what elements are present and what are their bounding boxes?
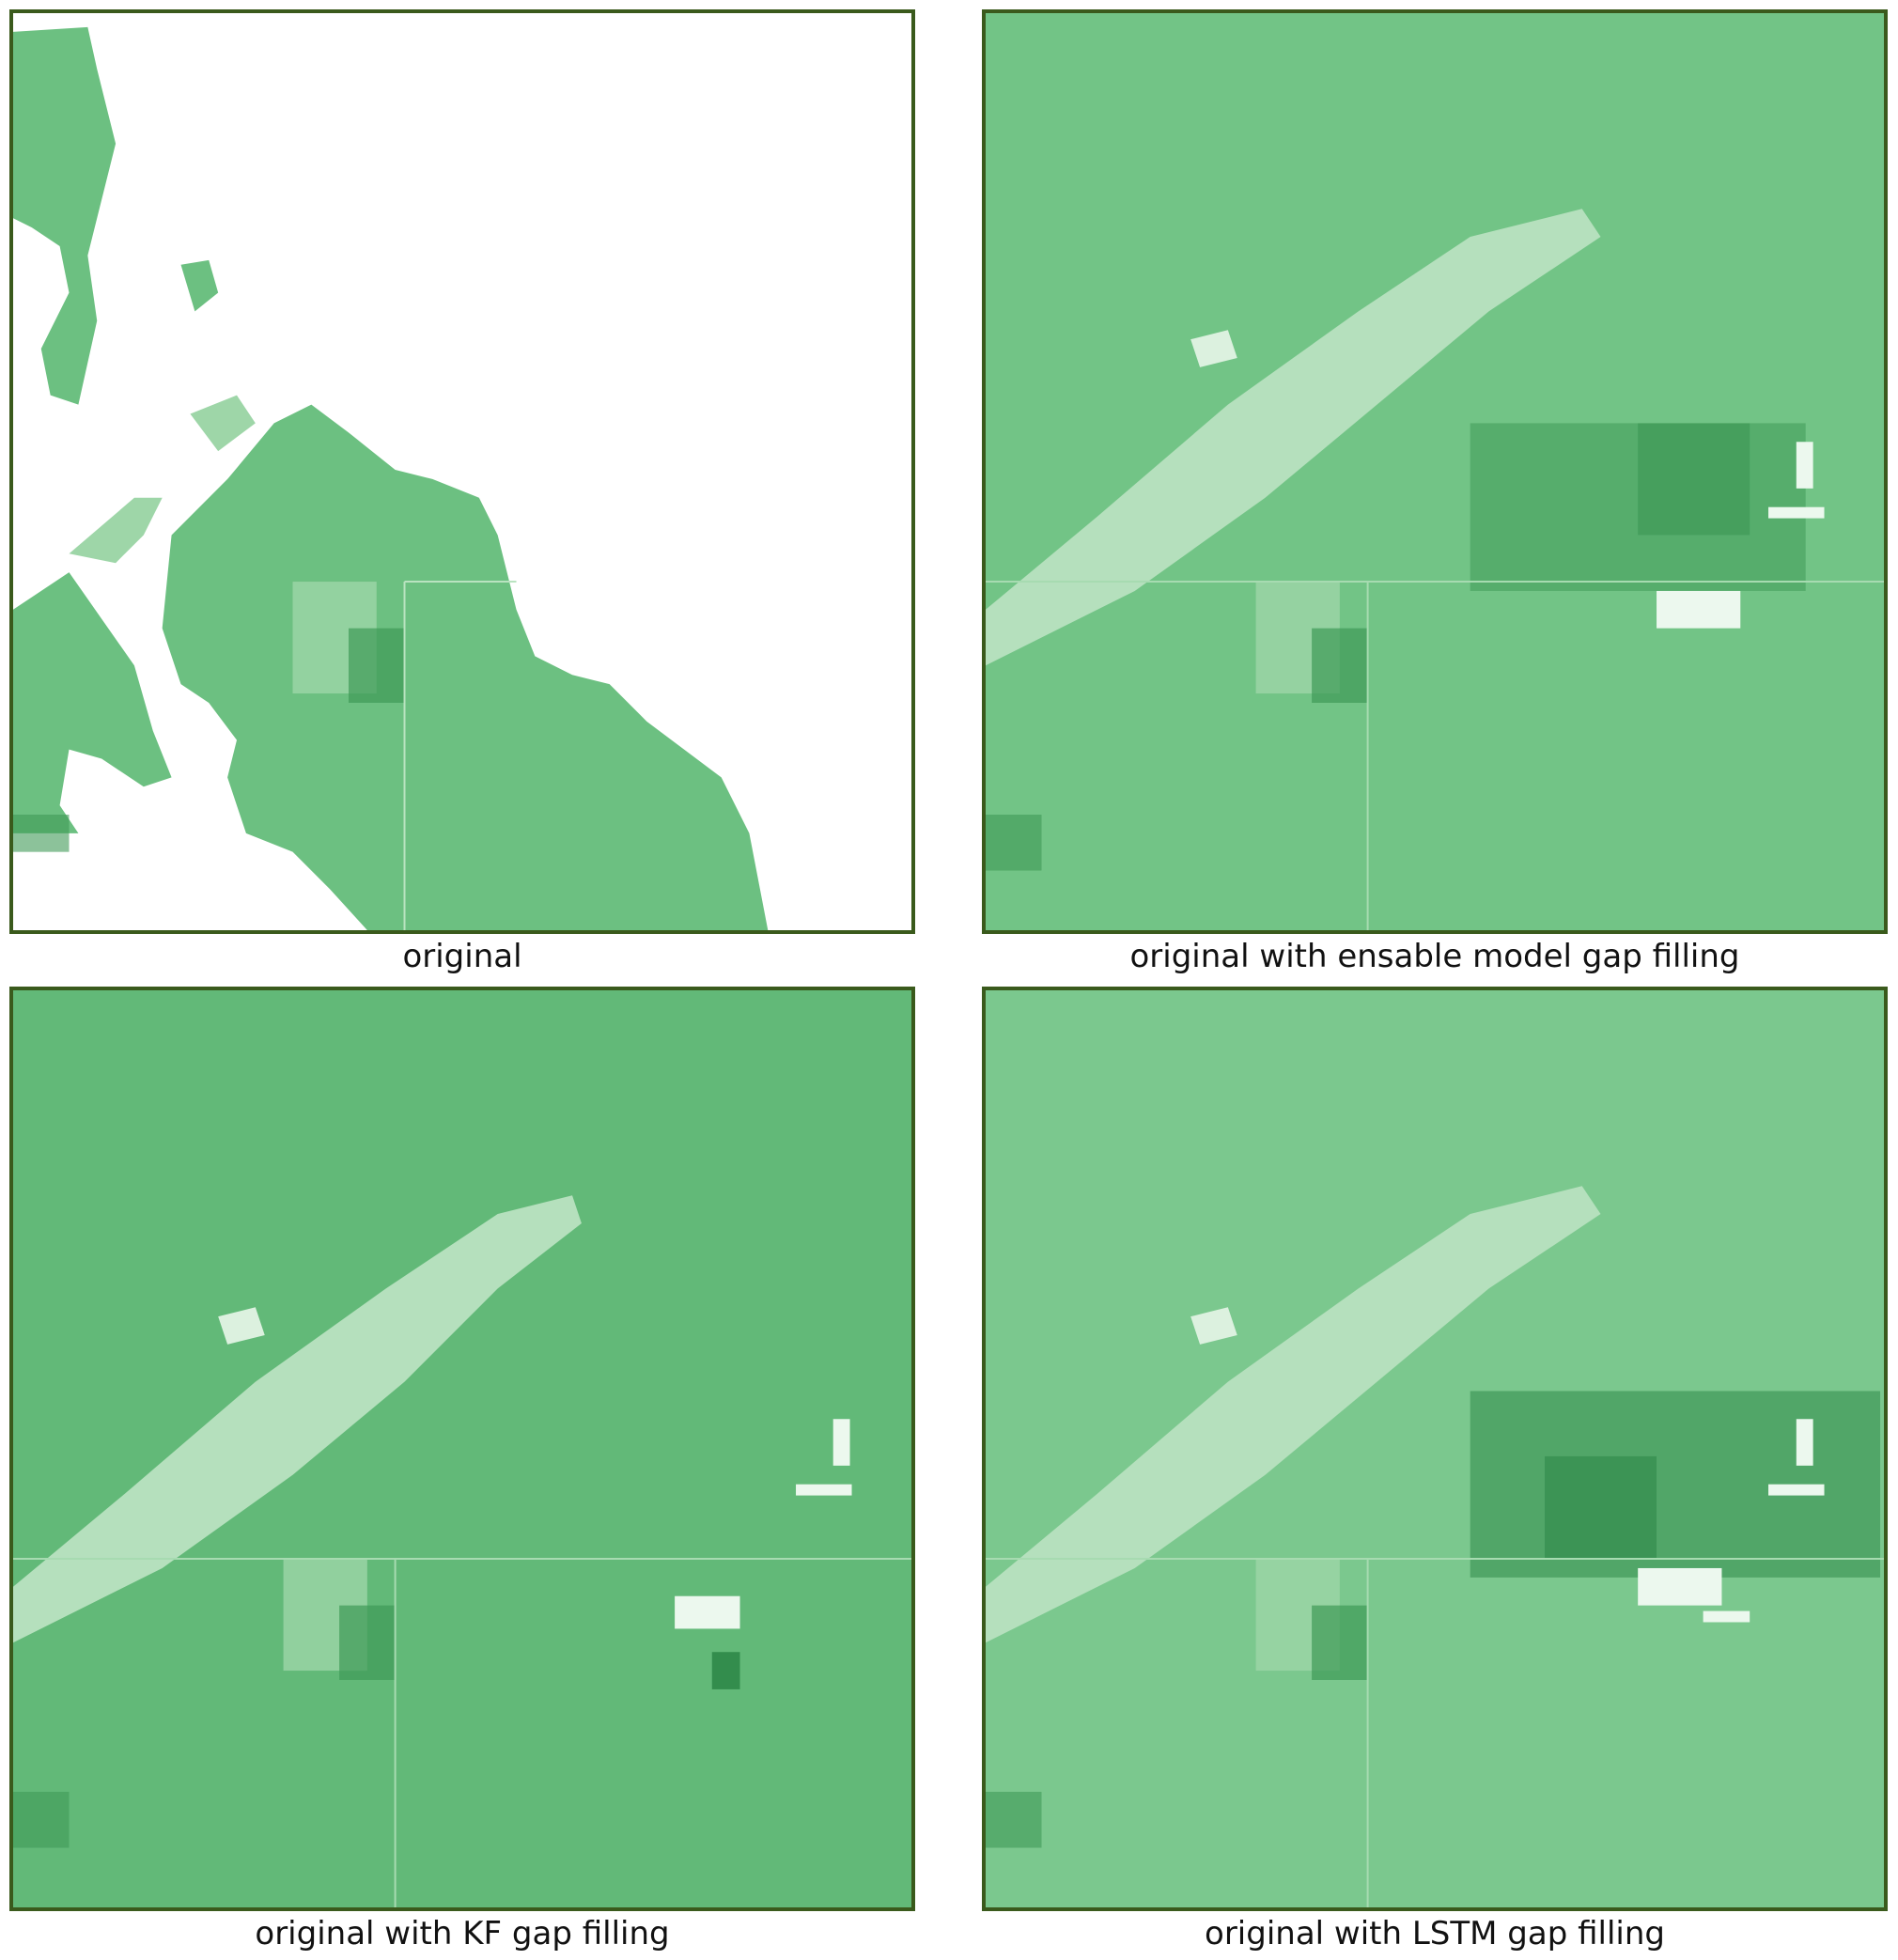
- image-original: [9, 9, 915, 934]
- image-lstm: [982, 987, 1888, 1911]
- image-ensemble: [982, 9, 1888, 934]
- caption-ensemble: original with ensable model gap filling: [1129, 938, 1740, 975]
- caption-lstm: original with LSTM gap filling: [1205, 1915, 1665, 1952]
- caption-kf: original with KF gap filling: [255, 1915, 670, 1952]
- caption-original: original: [402, 938, 522, 975]
- ndvi-map-kf: [13, 990, 911, 1907]
- ndvi-map-original: [13, 13, 911, 930]
- ndvi-map-lstm: [986, 990, 1884, 1907]
- ndvi-map-ensemble: [986, 13, 1884, 930]
- image-kf: [9, 987, 915, 1911]
